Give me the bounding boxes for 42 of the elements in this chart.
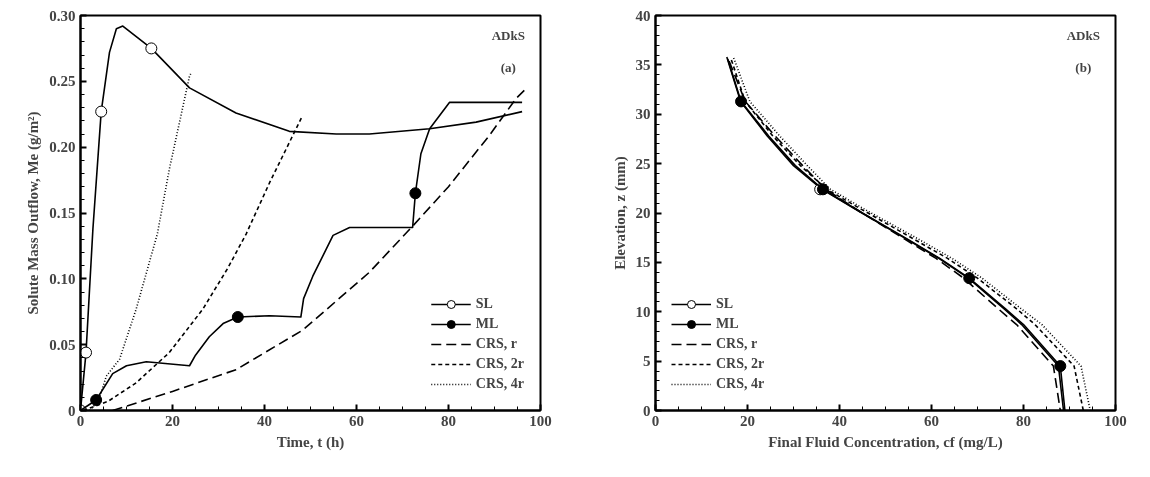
legend-label: CRS, r bbox=[475, 336, 517, 352]
legend-label: CRS, 2r bbox=[475, 356, 524, 372]
y-tick-label: 0.20 bbox=[49, 139, 76, 156]
x-axis-title: Final Fluid Concentration, cf (mg/L) bbox=[768, 433, 1003, 451]
legend-label: CRS, r bbox=[716, 336, 758, 352]
y-tick-label: 15 bbox=[635, 254, 651, 271]
y-tick-label: 0.30 bbox=[49, 7, 76, 24]
x-tick-label: 40 bbox=[832, 412, 847, 429]
y-tick-label: 20 bbox=[635, 205, 651, 221]
legend-label: ML bbox=[475, 316, 499, 332]
x-tick-label: 40 bbox=[257, 412, 272, 429]
y-tick-label: 25 bbox=[635, 155, 651, 172]
annotation: (a) bbox=[500, 59, 516, 75]
annotation: ADkS bbox=[491, 28, 525, 44]
y-tick-label: 0.15 bbox=[49, 205, 76, 221]
y-tick-label: 5 bbox=[643, 353, 651, 370]
x-tick-label: 60 bbox=[924, 412, 939, 429]
y-tick-label: 0.25 bbox=[49, 73, 76, 90]
annotation: ADkS bbox=[1066, 28, 1100, 44]
annotation: (b) bbox=[1075, 59, 1092, 75]
legend-label: CRS, 2r bbox=[716, 356, 765, 372]
y-tick-label: 0.10 bbox=[49, 270, 76, 287]
y-tick-label: 40 bbox=[635, 7, 651, 24]
x-axis-title: Time, t (h) bbox=[276, 433, 345, 451]
legend-label: CRS, 4r bbox=[475, 376, 524, 392]
x-tick-label: 100 bbox=[1104, 412, 1127, 429]
y-tick-label: 35 bbox=[635, 56, 651, 73]
legend-label: CRS, 4r bbox=[716, 376, 765, 392]
y-axis-title: Elevation, z (mm) bbox=[611, 156, 629, 270]
y-axis-title: Solute Mass Outflow, Me (g/m²) bbox=[25, 111, 43, 315]
x-tick-label: 80 bbox=[1016, 412, 1031, 429]
x-tick-label: 20 bbox=[740, 412, 755, 429]
legend-label: ML bbox=[716, 316, 739, 332]
legend-label: SL bbox=[475, 296, 494, 312]
x-tick-label: 100 bbox=[529, 412, 552, 429]
y-tick-label: 10 bbox=[635, 303, 651, 320]
x-tick-label: 20 bbox=[165, 412, 180, 429]
y-tick-label: 30 bbox=[635, 106, 651, 123]
legend-label: SL bbox=[716, 296, 735, 312]
x-tick-label: 80 bbox=[441, 412, 456, 429]
y-tick-label: 0.05 bbox=[49, 336, 76, 353]
x-tick-label: 60 bbox=[349, 412, 364, 429]
